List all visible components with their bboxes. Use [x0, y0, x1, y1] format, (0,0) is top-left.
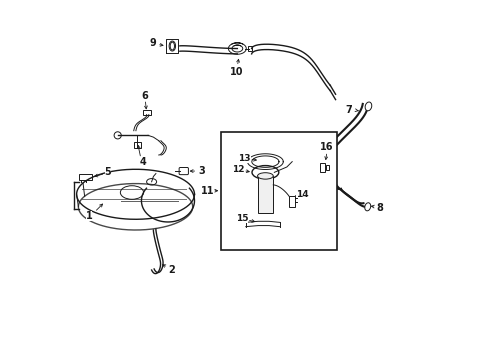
Text: 8: 8 — [375, 203, 382, 212]
Text: 7: 7 — [345, 105, 352, 115]
Text: 12: 12 — [232, 165, 244, 174]
Bar — [79, 174, 91, 180]
Text: 10: 10 — [229, 67, 243, 77]
Bar — [325, 165, 328, 170]
Bar — [221, 132, 337, 249]
Text: 1: 1 — [85, 211, 92, 221]
Bar — [288, 195, 294, 207]
Ellipse shape — [169, 41, 175, 51]
Bar — [134, 143, 141, 148]
Text: 9: 9 — [149, 38, 156, 48]
Text: 15: 15 — [235, 214, 248, 223]
Text: 16: 16 — [320, 142, 333, 152]
Text: 4: 4 — [139, 157, 146, 167]
Text: 2: 2 — [167, 265, 174, 275]
Text: 3: 3 — [198, 166, 204, 176]
Ellipse shape — [365, 102, 371, 111]
Text: 13: 13 — [238, 154, 250, 163]
Bar — [257, 176, 273, 213]
Text: 5: 5 — [104, 167, 111, 177]
Bar — [320, 163, 324, 172]
Polygon shape — [165, 39, 178, 53]
Ellipse shape — [257, 173, 273, 179]
Text: 14: 14 — [296, 190, 308, 199]
Text: 6: 6 — [141, 91, 147, 101]
Bar — [142, 111, 150, 114]
Text: 11: 11 — [201, 186, 214, 196]
Bar — [247, 46, 251, 51]
Ellipse shape — [364, 203, 370, 211]
